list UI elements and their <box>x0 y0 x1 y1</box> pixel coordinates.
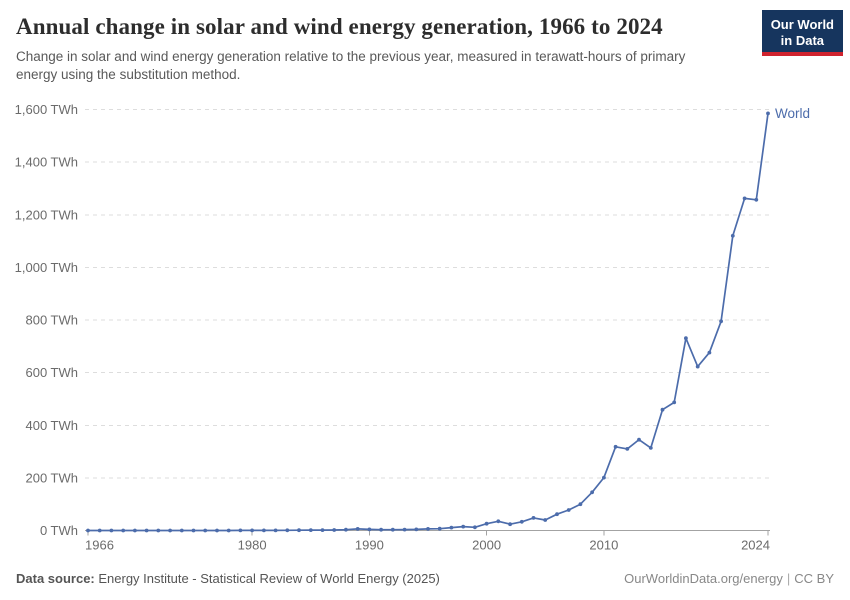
owid-url-link[interactable]: OurWorldinData.org/energy <box>624 571 783 586</box>
chart-header: Annual change in solar and wind energy g… <box>16 14 756 83</box>
data-point[interactable] <box>226 528 231 533</box>
data-point[interactable] <box>555 512 559 517</box>
data-point[interactable] <box>672 400 677 405</box>
data-point[interactable] <box>215 528 219 533</box>
footer-right: OurWorldinData.org/energy | CC BY <box>624 571 834 586</box>
y-tick-label: 400 TWh <box>25 418 78 433</box>
series-label-world: World <box>775 106 810 121</box>
data-point[interactable] <box>461 524 466 529</box>
data-point[interactable] <box>707 350 712 355</box>
chart-footer: Data source: Energy Institute - Statisti… <box>16 571 834 586</box>
data-point[interactable] <box>437 526 442 531</box>
owid-logo: Our World in Data <box>761 10 843 57</box>
owid-logo-line1: Our World <box>770 17 834 32</box>
data-point[interactable] <box>390 527 395 532</box>
data-source-text: Energy Institute - Statistical Review of… <box>94 571 440 586</box>
data-point[interactable] <box>684 336 688 341</box>
x-tick-label: 1990 <box>355 538 384 553</box>
data-point[interactable] <box>484 521 489 526</box>
data-point[interactable] <box>695 364 700 369</box>
y-tick-label: 800 TWh <box>25 313 78 328</box>
data-point[interactable] <box>273 528 278 533</box>
y-tick-label: 1,600 TWh <box>15 102 78 117</box>
data-point[interactable] <box>332 528 337 532</box>
data-point[interactable] <box>191 528 196 533</box>
y-tick-label: 200 TWh <box>25 470 78 485</box>
data-line-world[interactable] <box>88 113 769 532</box>
line-chart-canvas[interactable]: 0 TWh 200 TWh 400 TWh 600 TWh 800 TWh 1,000 T… <box>0 95 850 565</box>
footer-separator: | <box>786 571 791 586</box>
data-point[interactable] <box>590 490 594 495</box>
data-point[interactable] <box>602 475 606 480</box>
data-point[interactable] <box>86 528 90 533</box>
x-tick-label: 1980 <box>238 538 267 553</box>
chart-subtitle: Change in solar and wind energy generati… <box>16 49 686 82</box>
owid-logo-line2: in Data <box>780 32 825 48</box>
data-point[interactable] <box>379 527 383 532</box>
data-point[interactable] <box>508 522 512 527</box>
data-point[interactable] <box>519 519 524 524</box>
data-point[interactable] <box>625 447 630 451</box>
y-tick-label: 600 TWh <box>25 365 78 380</box>
data-point[interactable] <box>144 528 149 533</box>
data-point[interactable] <box>719 319 723 324</box>
data-point[interactable] <box>754 197 759 202</box>
page-title: Annual change in solar and wind energy g… <box>16 14 663 39</box>
data-point[interactable] <box>426 527 430 531</box>
data-point[interactable] <box>250 528 255 533</box>
data-point[interactable] <box>297 528 301 533</box>
data-point[interactable] <box>578 502 583 507</box>
data-point[interactable] <box>367 527 372 532</box>
data-point[interactable] <box>414 527 419 532</box>
data-point[interactable] <box>121 528 126 533</box>
y-tick-label: 1,400 TWh <box>15 155 78 170</box>
data-point[interactable] <box>168 528 173 533</box>
x-tick-label: 2000 <box>472 538 501 553</box>
data-point[interactable] <box>742 196 747 201</box>
data-point[interactable] <box>203 528 208 533</box>
license-label: CC BY <box>794 571 834 586</box>
data-point[interactable] <box>648 446 653 450</box>
data-point[interactable] <box>320 528 325 532</box>
data-point[interactable] <box>543 518 548 522</box>
data-source-label: Data source: <box>16 571 95 586</box>
data-point[interactable] <box>637 437 641 442</box>
data-point[interactable] <box>766 111 770 116</box>
x-tick-label: 2010 <box>589 538 618 553</box>
data-point[interactable] <box>156 528 161 533</box>
x-tick-label: 1966 <box>85 538 114 553</box>
data-point[interactable] <box>344 527 348 532</box>
y-tick-label: 1,000 TWh <box>15 260 78 275</box>
data-point[interactable] <box>109 528 114 533</box>
data-point[interactable] <box>308 528 313 532</box>
data-point[interactable] <box>730 233 735 238</box>
data-point[interactable] <box>660 407 665 412</box>
data-point[interactable] <box>355 527 360 531</box>
data-point[interactable] <box>402 527 407 532</box>
x-tick-label: 2024 <box>741 538 770 553</box>
data-source: Data source: Energy Institute - Statisti… <box>16 571 440 586</box>
data-point[interactable] <box>531 516 536 520</box>
data-point[interactable] <box>133 528 137 533</box>
data-point[interactable] <box>613 444 618 449</box>
y-tick-label: 1,200 TWh <box>15 207 78 222</box>
data-point[interactable] <box>285 528 290 533</box>
y-tick-label: 0 TWh <box>40 523 78 538</box>
data-point[interactable] <box>179 528 184 533</box>
data-point[interactable] <box>473 525 477 530</box>
data-point[interactable] <box>496 519 501 524</box>
data-point[interactable] <box>449 525 454 530</box>
data-point[interactable] <box>238 528 243 533</box>
data-point[interactable] <box>566 508 571 512</box>
data-point[interactable] <box>97 528 102 533</box>
data-point[interactable] <box>262 528 266 533</box>
